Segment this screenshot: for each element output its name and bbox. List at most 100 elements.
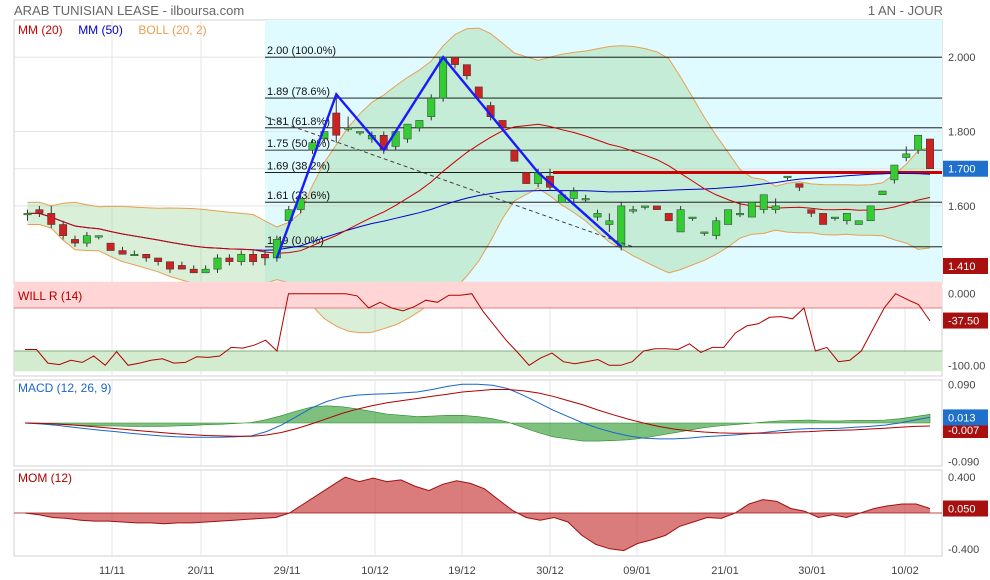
candle-body [118,250,127,255]
mm20-line [27,123,931,254]
x-tick-label: 21/01 [711,565,739,577]
candle-body [130,254,139,257]
x-tick-label: 19/12 [448,565,476,577]
last-price-label: 1.700 [948,164,976,176]
candle-body [688,216,697,219]
candle-body [249,254,258,262]
candle-body [344,127,353,130]
trend-zigzag-line [275,55,623,259]
macd-legend: MACD (12, 26, 9) [18,381,111,395]
macd-signal-label: -0.007 [948,425,979,437]
candle-body [415,120,424,129]
macd-line [24,383,931,440]
candle-body [783,175,792,178]
candle-body [462,64,471,77]
candle-body [332,112,341,136]
candle-body [724,209,733,225]
candle-body [23,213,32,216]
candle-body [427,97,436,117]
candle-body [569,190,578,199]
candle-body [225,257,234,262]
low-price-tag [943,258,988,274]
candle-body [842,213,851,222]
candle-body [106,242,115,251]
legend-entry: BOLL (20, 2) [138,23,206,37]
williams-tick-label: 0.000 [948,289,976,301]
macd-histogram [24,405,931,442]
momentum-legend: MOM (12) [18,471,72,485]
candle-body [593,213,602,218]
x-tick-label: 09/01 [623,565,651,577]
candle-body [59,224,68,236]
candle-body [771,205,780,210]
candle-body [890,164,899,181]
candle-body [819,213,828,225]
momentum-last-label: 0.050 [948,504,976,516]
fibonacci-level-label: 1.69 (38.2%) [267,160,330,172]
candle-body [47,213,56,225]
candle-body [474,86,483,99]
candle-body [510,149,519,162]
candle-body [213,257,222,270]
candle-body [237,254,246,262]
y-tick-label: 1.800 [948,127,976,139]
candle-body [522,172,531,184]
momentum-tick-label: -0.400 [948,544,979,556]
candle-body [736,213,744,216]
macd-signal-line [24,389,931,437]
fibonacci-level-label: 1.89 (78.6%) [267,86,330,98]
macd-signal-tag [943,422,988,439]
williams-last-tag [943,312,988,329]
bollinger-lower-line [27,187,931,334]
legend-entry: MM (50) [78,23,123,37]
momentum-line [24,476,931,552]
candle-body [629,209,638,212]
candle-body [605,220,614,225]
low-price-label: 1.410 [948,261,976,273]
chart-period: 1 AN - JOUR [867,3,943,18]
candle-body [700,231,709,234]
candle-body [652,205,661,210]
chart-title: ARAB TUNISIAN LEASE - ilboursa.com [14,3,245,18]
macd-last-tag [943,409,988,426]
candle-body [166,261,174,270]
bollinger-upper-line [27,27,931,228]
trend-dashed-line [264,116,634,248]
candle-body [451,56,459,65]
candle-body [878,190,887,196]
momentum-last-tag [943,500,988,517]
candle-body [94,235,103,238]
macd-tick-label: 0.090 [948,379,976,391]
x-tick-label: 30/01 [798,565,826,577]
fibonacci-zone [265,20,942,284]
last-price-tag [943,160,988,177]
candle-body [831,216,839,219]
candle-body [902,153,911,158]
candle-body [261,254,269,259]
candle-body [82,235,91,244]
candle-body [664,213,673,222]
candle-body [154,257,163,262]
candle-body [581,198,590,201]
x-tick-label: 20/11 [188,565,215,577]
candle-body [308,142,317,151]
y-tick-label: 2.000 [948,52,976,64]
candle-body [177,265,186,270]
candle-body [676,209,685,233]
x-tick-label: 29/11 [274,565,301,577]
candle-body [914,135,923,151]
candle-body [35,209,44,214]
williams-last-label: -37.50 [948,316,979,328]
candle-body [189,268,198,274]
candle-body [926,138,934,169]
williams-legend: WILL R (14) [18,289,82,303]
candle-body [866,205,875,222]
williams-line [25,293,931,366]
legend-entry: MM (20) [18,23,63,37]
fibonacci-level-label: 1.81 (61.8%) [267,116,330,128]
macd-tick-label: -0.090 [948,457,979,469]
y-tick-label: 1.600 [948,201,976,213]
williams-oversold-zone [14,350,942,372]
x-tick-label: 10/02 [891,565,919,577]
